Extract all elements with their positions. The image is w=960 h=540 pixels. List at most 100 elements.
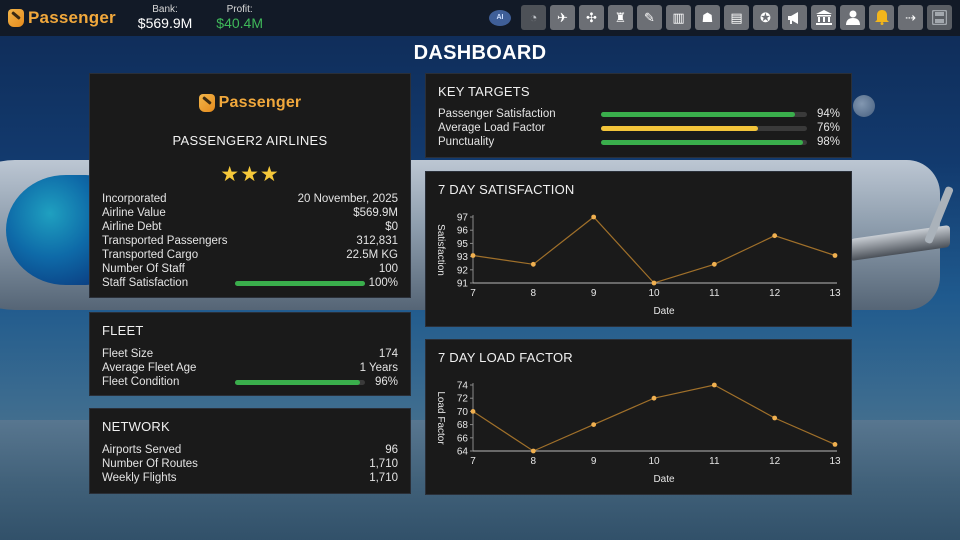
- x-tick-label: 11: [709, 456, 720, 467]
- data-point[interactable]: [591, 214, 597, 220]
- data-point[interactable]: [530, 448, 536, 454]
- y-tick-label: 91: [457, 279, 469, 290]
- stat-label: Fleet Condition: [102, 376, 180, 388]
- target-label: Passenger Satisfaction: [438, 108, 556, 120]
- stat-value: 1,710: [369, 472, 398, 484]
- seating-config-icon[interactable]: ▥: [666, 5, 691, 30]
- panel-title: FLEET: [102, 323, 144, 338]
- stat-row-airline-debt: Airline Debt $0: [102, 220, 398, 234]
- airport-tower-icon[interactable]: ♜: [608, 5, 633, 30]
- y-tick-label: 96: [457, 226, 469, 237]
- airline-stats: Incorporated 20 November, 2025 Airline V…: [102, 192, 398, 290]
- data-point[interactable]: [832, 442, 838, 447]
- stat-row-fleet-size: Fleet Size 174: [102, 347, 398, 361]
- stat-value: 100%: [368, 277, 398, 289]
- fleet-panel: FLEET Fleet Size 174 Average Fleet Age 1…: [89, 312, 411, 396]
- y-axis-label: Load Factor: [435, 391, 446, 445]
- x-tick-label: 10: [648, 456, 660, 467]
- profile-icon[interactable]: [840, 5, 865, 30]
- y-axis-label: Satisfaction: [435, 224, 446, 276]
- staff-icon[interactable]: ☗: [695, 5, 720, 30]
- x-tick-label: 11: [709, 288, 720, 299]
- data-point[interactable]: [772, 233, 778, 239]
- notifications-bell-icon[interactable]: [869, 5, 894, 30]
- progress-fill: [234, 280, 365, 286]
- y-tick-label: 93: [457, 252, 469, 263]
- stat-row-transported-cargo: Transported Cargo 22.5M KG: [102, 248, 398, 262]
- contracts-icon[interactable]: ✎: [637, 5, 662, 30]
- stat-row-incorporated: Incorporated 20 November, 2025: [102, 192, 398, 206]
- profit: Profit: $40.4M: [216, 5, 263, 30]
- profit-value: $40.4M: [216, 14, 263, 31]
- chart-title: 7 DAY LOAD FACTOR: [438, 350, 573, 365]
- satisfaction-chart-panel: 7 DAY SATISFACTION 91 92 93 95 96 97 7 8 9 10 11 12…: [425, 171, 852, 327]
- data-point[interactable]: [470, 409, 476, 414]
- stat-label: Incorporated: [102, 193, 167, 205]
- y-tick-label: 72: [457, 394, 469, 405]
- chart-title: 7 DAY SATISFACTION: [438, 182, 575, 197]
- stat-value: 96: [385, 444, 398, 456]
- bank-label: Bank:: [152, 4, 178, 16]
- data-point[interactable]: [651, 395, 657, 401]
- stat-row-fleet-condition: Fleet Condition 96%: [102, 375, 398, 389]
- brand-logo[interactable]: Passenger: [8, 8, 116, 28]
- target-value: 94%: [817, 108, 841, 120]
- stat-row-staff-satisfaction: Staff Satisfaction 100%: [102, 276, 398, 290]
- routes-map-icon[interactable]: ✣: [579, 5, 604, 30]
- brand-name: Passenger: [28, 8, 116, 27]
- star-rating-icon: ★★★: [220, 163, 280, 186]
- stat-label: Transported Cargo: [102, 249, 199, 261]
- stat-label: Fleet Size: [102, 348, 154, 360]
- x-tick-label: 9: [591, 288, 597, 299]
- airline-name: PASSENGER2 AIRLINES: [172, 133, 328, 148]
- stat-row-airline-value: Airline Value $569.9M: [102, 206, 398, 220]
- stat-row-number-of-staff: Number Of Staff 100: [102, 262, 398, 276]
- bank-icon[interactable]: [811, 5, 836, 30]
- stat-row-transported-passengers: Transported Passengers 312,831: [102, 234, 398, 248]
- airline-overview-panel: Passenger PASSENGER2 AIRLINES ★★★ Incorp…: [89, 73, 411, 298]
- x-tick-label: 13: [829, 456, 841, 467]
- y-tick-label: 70: [457, 407, 469, 418]
- stat-row-airports-served: Airports Served 96: [102, 443, 398, 457]
- bell-icon: [874, 10, 889, 25]
- data-point[interactable]: [470, 253, 476, 258]
- x-tick-label: 9: [591, 456, 597, 467]
- stat-value: 20 November, 2025: [297, 193, 398, 205]
- stat-label: Airline Value: [102, 207, 166, 219]
- data-point[interactable]: [832, 253, 838, 258]
- save-icon[interactable]: [927, 5, 952, 30]
- stat-label: Average Fleet Age: [102, 362, 197, 374]
- bank-building-icon: [815, 10, 832, 25]
- floppy-disk-icon: [932, 10, 947, 25]
- target-average-load-factor: Average Load Factor 76%: [438, 121, 840, 135]
- data-point[interactable]: [711, 261, 717, 267]
- aircraft-icon[interactable]: ✈: [550, 5, 575, 30]
- stat-value: 312,831: [356, 235, 398, 247]
- target-bar: [601, 125, 807, 131]
- departures-icon[interactable]: ⇢: [898, 5, 923, 30]
- progress-fill: [601, 139, 803, 145]
- stat-value: 100: [378, 263, 398, 275]
- data-point[interactable]: [651, 280, 657, 286]
- reports-icon[interactable]: ◔: [521, 5, 546, 30]
- x-axis-label: Date: [653, 306, 675, 317]
- staff-satisfaction-bar: [234, 280, 365, 286]
- documents-icon[interactable]: ▤: [724, 5, 749, 30]
- marketing-icon[interactable]: [782, 5, 807, 30]
- alliance-badge-button[interactable]: AI: [489, 9, 511, 26]
- megaphone-icon: [787, 11, 798, 24]
- data-point[interactable]: [530, 261, 536, 267]
- y-tick-label: 68: [457, 420, 469, 431]
- data-point[interactable]: [711, 382, 717, 388]
- stat-value: 1,710: [369, 458, 398, 470]
- top-bar: Passenger Bank: $569.9M Profit: $40.4M A…: [0, 0, 960, 36]
- airline-badge-icon[interactable]: ✪: [753, 5, 778, 30]
- fleet-condition-bar: [234, 379, 365, 385]
- stat-label: Airline Debt: [102, 221, 162, 233]
- data-point[interactable]: [591, 422, 597, 427]
- data-point[interactable]: [772, 415, 778, 421]
- y-tick-label: 74: [457, 381, 469, 392]
- x-tick-label: 8: [531, 288, 537, 299]
- y-tick-label: 95: [457, 239, 469, 250]
- x-tick-label: 7: [470, 456, 476, 467]
